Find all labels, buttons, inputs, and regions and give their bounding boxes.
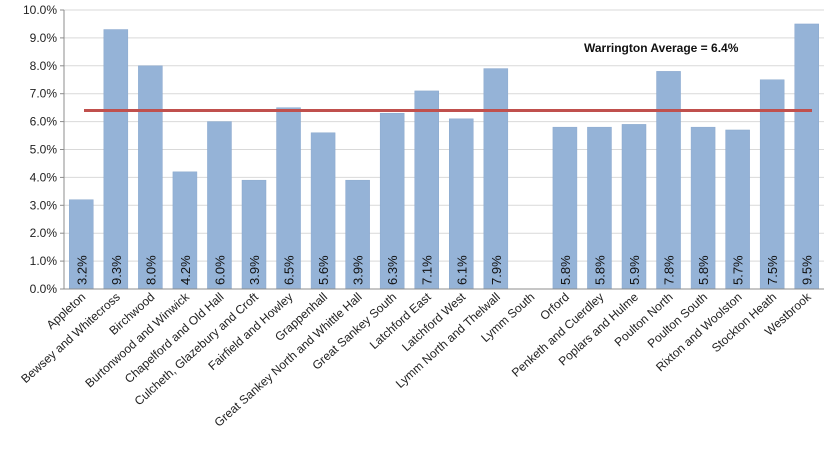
bar [449,118,474,290]
y-tick-label: 6.0% [30,115,58,129]
y-tick-label: 8.0% [30,59,58,73]
y-tick-label: 4.0% [30,170,58,184]
y-tick-label: 7.0% [30,87,58,101]
bar [69,199,94,290]
average-annotation: Warrington Average = 6.4% [584,41,739,55]
data-label: 3.9% [351,255,366,285]
data-label: 3.2% [74,255,89,285]
bar [725,129,750,290]
data-label: 5.6% [316,255,331,285]
data-label: 3.9% [247,255,262,285]
bar [103,29,129,290]
data-label: 5.8% [558,255,573,285]
bar [379,112,405,290]
bar [587,126,612,290]
bar [138,65,163,290]
data-label: 6.1% [454,255,469,285]
data-label: 4.2% [178,255,193,285]
bar [345,179,370,290]
bar [552,126,578,290]
data-label: 5.7% [731,255,746,285]
bars [69,23,819,290]
y-tick-label: 10.0% [23,3,57,17]
y-tick-label: 3.0% [30,198,58,212]
bar [414,90,439,290]
data-label: 7.8% [662,255,677,285]
y-tick-label: 5.0% [30,143,58,157]
data-label: 7.1% [420,255,435,285]
y-tick-label: 2.0% [30,226,58,240]
data-label: 9.5% [800,255,815,285]
data-labels: 3.2% 9.3% 8.0% 4.2% 6.0% 3.9% 6.5% 5.6% 3.9% 6.3%… [74,255,814,285]
data-label: 6.5% [282,255,297,285]
y-tick-label: 0.0% [30,282,58,296]
bar [759,79,785,290]
data-label: 8.0% [143,255,158,285]
bar [276,107,301,290]
y-tick-label: 1.0% [30,254,58,268]
data-label: 9.3% [109,255,124,285]
y-tick-label: 9.0% [30,31,58,45]
data-label: 5.9% [627,255,642,285]
data-label: 7.5% [765,255,780,285]
bar [310,132,336,290]
data-label: 6.3% [385,255,400,285]
data-label: 5.8% [592,255,607,285]
bar [656,71,681,290]
data-label: 7.9% [489,255,504,285]
bar [207,121,232,290]
data-label: 5.8% [696,255,711,285]
data-label: 6.0% [212,255,227,285]
bar [483,68,509,290]
bar [621,124,647,290]
bar [241,179,267,290]
axes: 0.0% 1.0% 2.0% 3.0% 4.0% 5.0% 6.0% 7.0% 8.0% 9.0%… [23,3,824,296]
bar [794,23,819,290]
